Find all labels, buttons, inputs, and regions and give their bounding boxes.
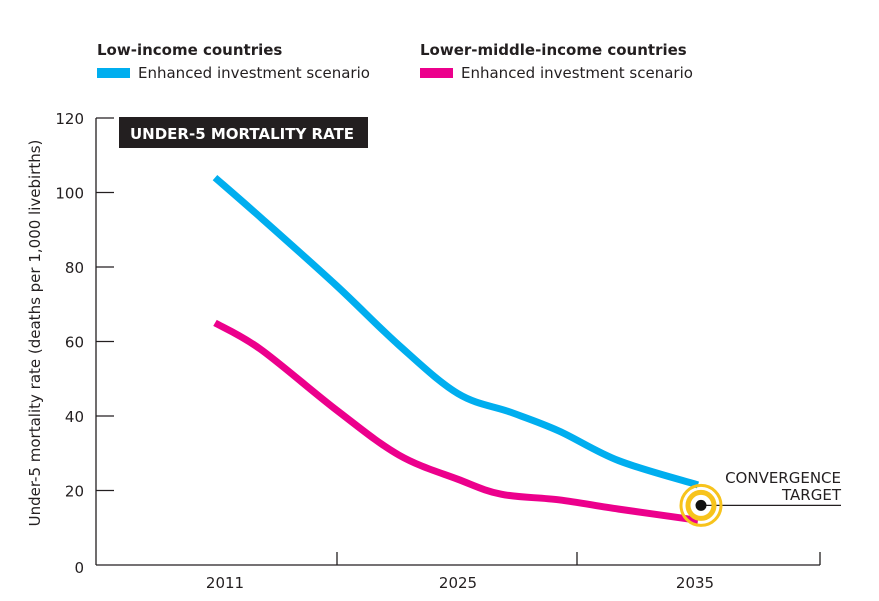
target-outer-ring-icon	[679, 483, 723, 527]
target-center-dot-icon	[695, 499, 707, 511]
annotation-line1: CONVERGENCE	[725, 469, 841, 487]
y-tick-label: 120	[55, 110, 84, 128]
chart-title: UNDER-5 MORTALITY RATE	[130, 125, 354, 143]
x-tick-label: 2025	[439, 574, 477, 592]
y-tick-label: 100	[55, 185, 84, 203]
legend-label: Enhanced investment scenario	[461, 64, 693, 82]
y-tick-label: 0	[74, 559, 84, 577]
y-tick-label: 80	[65, 259, 84, 277]
y-tick-label: 20	[65, 483, 84, 501]
series-line-low-income	[212, 174, 700, 489]
x-tick-label: 2035	[676, 574, 714, 592]
x-tick-label: 2011	[206, 574, 244, 592]
chart-title-box	[119, 117, 368, 148]
y-tick-label: 60	[65, 334, 84, 352]
target-inner-ring-icon	[685, 489, 717, 521]
legend-swatch-blue	[97, 68, 130, 78]
legend-group-title-low-income: Low-income countries	[97, 41, 283, 59]
annotation-line2: TARGET	[781, 486, 842, 504]
y-axis-label: Under-5 mortality rate (deaths per 1,000…	[26, 140, 44, 527]
legend-group-title-lower-middle-income: Lower-middle-income countries	[420, 41, 687, 59]
legend-swatch-pink	[420, 68, 453, 78]
y-tick-label: 40	[65, 408, 84, 426]
legend-item-low-income: Enhanced investment scenario	[97, 64, 370, 82]
legend-label: Enhanced investment scenario	[138, 64, 370, 82]
series-line-lower-middle-income	[213, 319, 699, 524]
legend-item-lower-middle-income: Enhanced investment scenario	[420, 64, 693, 82]
